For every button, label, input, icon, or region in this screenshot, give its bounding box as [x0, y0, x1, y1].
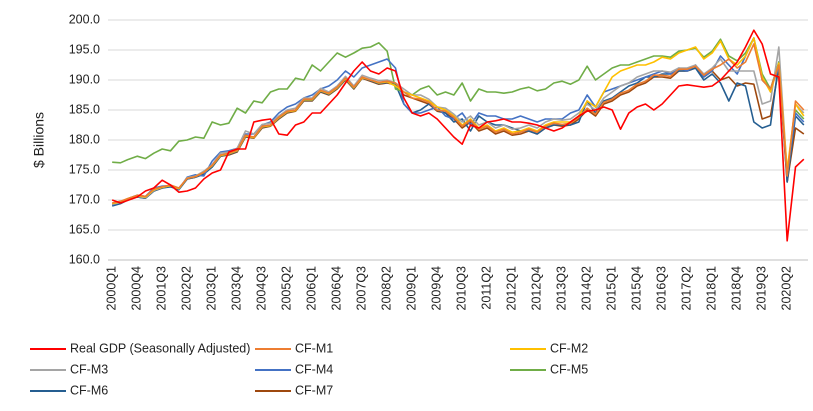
x-tick-label: 2012Q1 — [504, 266, 518, 311]
legend-label: Real GDP (Seasonally Adjusted) — [70, 341, 250, 355]
legend-label: CF-M4 — [295, 362, 333, 376]
y-tick-label: 195.0 — [69, 42, 100, 56]
x-tick-label: 2004Q3 — [254, 266, 268, 311]
x-tick-label: 2016Q3 — [654, 266, 668, 311]
y-tick-label: 200.0 — [69, 12, 100, 26]
legend-label: CF-M1 — [295, 341, 333, 355]
y-axis-label: $ Billions — [31, 112, 47, 168]
x-tick-label: 2020Q2 — [779, 266, 793, 311]
x-tick-label: 2018Q4 — [729, 266, 743, 311]
x-tick-label: 2003Q4 — [229, 266, 243, 311]
x-tick-label: 2003Q1 — [204, 266, 218, 311]
x-tick-label: 2000Q4 — [129, 266, 143, 311]
legend-label: CF-M2 — [550, 341, 588, 355]
x-tick-label: 2001Q3 — [154, 266, 168, 311]
x-tick-label: 2013Q3 — [554, 266, 568, 311]
series-line — [112, 37, 805, 177]
x-tick-label: 2011Q2 — [479, 266, 493, 310]
x-tick-label: 2009Q4 — [429, 266, 443, 311]
y-tick-label: 180.0 — [69, 132, 100, 146]
x-tick-label: 2019Q3 — [754, 266, 768, 311]
series-line — [111, 29, 805, 242]
x-tick-label: 2010Q3 — [454, 266, 468, 311]
y-tick-label: 185.0 — [69, 102, 100, 116]
series-line — [111, 37, 805, 206]
x-tick-label: 2009Q1 — [404, 266, 418, 311]
legend-label: CF-M7 — [295, 383, 333, 397]
x-tick-label: 2006Q1 — [304, 266, 318, 311]
series-line — [111, 61, 805, 207]
y-tick-label: 175.0 — [69, 162, 100, 176]
x-tick-label: 2015Q1 — [604, 266, 618, 311]
x-tick-label: 2008Q2 — [379, 266, 393, 311]
y-tick-label: 170.0 — [69, 192, 100, 206]
x-tick-label: 2014Q2 — [579, 266, 593, 311]
x-tick-label: 2002Q2 — [179, 266, 193, 311]
x-tick-label: 2007Q3 — [354, 266, 368, 311]
x-tick-label: 2005Q2 — [279, 266, 293, 311]
x-tick-label: 2012Q4 — [529, 266, 543, 311]
y-tick-label: 165.0 — [69, 222, 100, 236]
x-tick-label: 2015Q4 — [629, 266, 643, 311]
y-tick-label: 160.0 — [69, 252, 100, 266]
x-tick-label: 2017Q2 — [679, 266, 693, 311]
x-tick-label: 2000Q1 — [104, 266, 118, 311]
legend-label: CF-M6 — [70, 383, 108, 397]
series-line — [112, 46, 805, 205]
legend-label: CF-M3 — [70, 362, 108, 376]
legend-label: CF-M5 — [550, 362, 588, 376]
x-tick-label: 2006Q4 — [329, 266, 343, 311]
y-tick-label: 190.0 — [69, 72, 100, 86]
x-tick-label: 2018Q1 — [704, 266, 718, 311]
